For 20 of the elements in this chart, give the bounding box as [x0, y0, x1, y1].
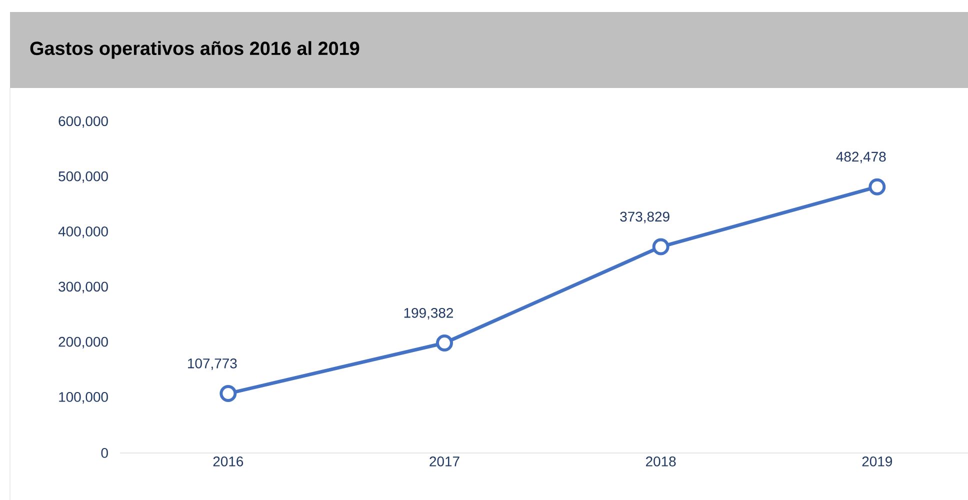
y-tick-label: 100,000 [59, 392, 108, 404]
y-tick-label: 200,000 [58, 336, 108, 348]
x-tick-label: 2019 [862, 456, 892, 466]
data-label: 373,829 [620, 212, 670, 224]
y-tick-label: 0 [101, 448, 108, 458]
y-tick-label: 600,000 [58, 116, 108, 128]
point [436, 334, 453, 352]
x-tick-label: 2017 [430, 456, 460, 466]
data-label: 482,478 [836, 152, 886, 164]
point [220, 385, 237, 402]
data-label: 107,773 [188, 358, 237, 370]
point [868, 178, 886, 196]
y-tick-label: 300,000 [58, 282, 108, 294]
y-tick-label: 400,000 [58, 226, 108, 238]
chart-title: Gastos operativos años 2016 al 2019 [30, 41, 360, 59]
point [652, 238, 670, 256]
x-tick-label: 2018 [646, 456, 676, 466]
data-label: 199,382 [404, 308, 454, 320]
y-tick-label: 500,000 [58, 171, 108, 183]
x-tick-label: 2016 [213, 456, 244, 466]
